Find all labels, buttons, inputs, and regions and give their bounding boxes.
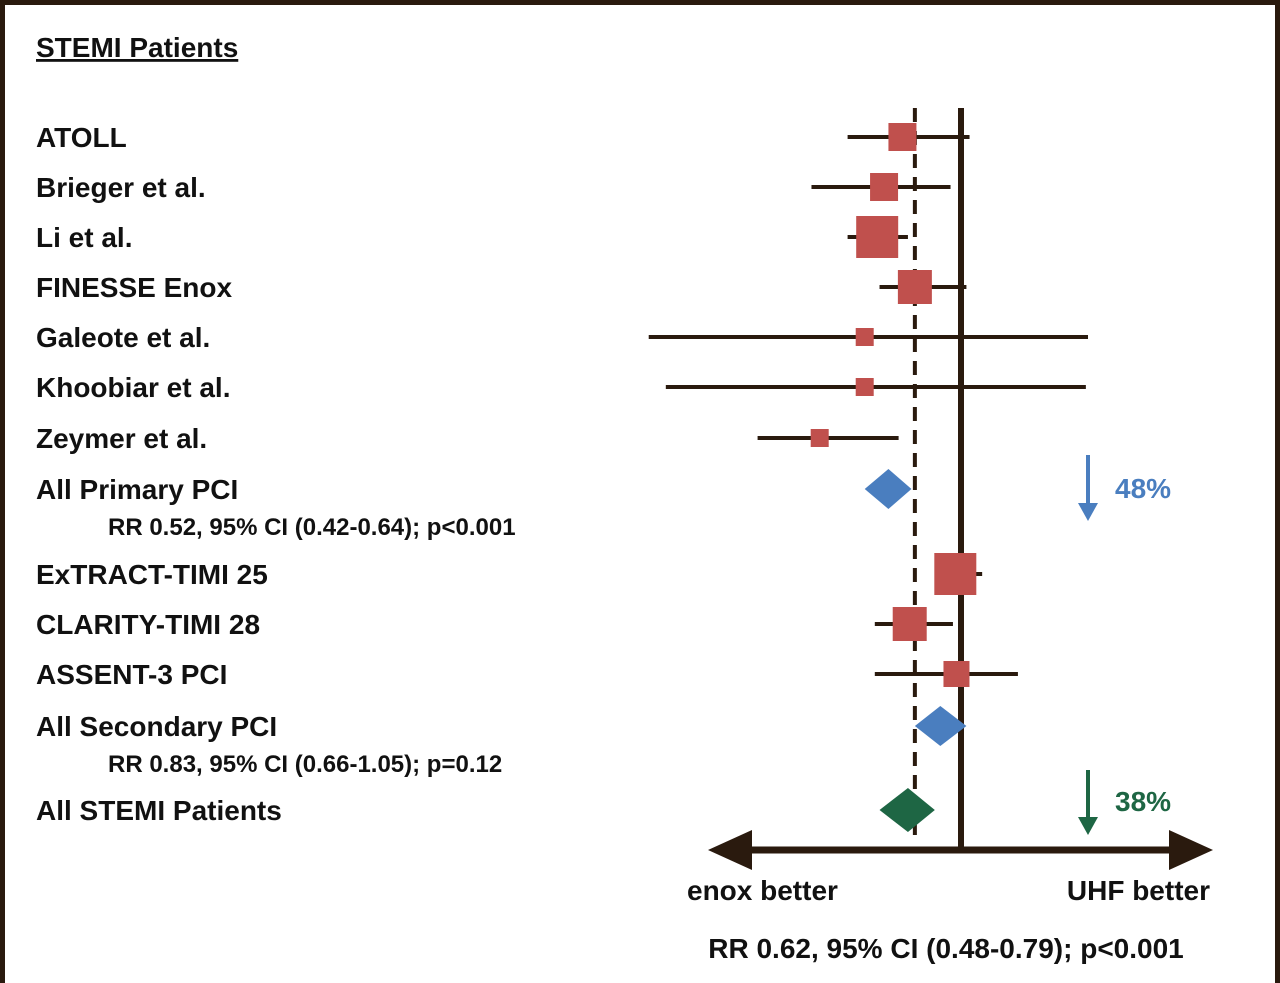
overall-summary-diamond bbox=[879, 788, 935, 832]
row-sublabel: RR 0.83, 95% CI (0.66-1.05); p=0.12 bbox=[108, 751, 502, 778]
secondary-summary-diamond bbox=[914, 706, 967, 746]
row-label: All Primary PCI bbox=[36, 474, 238, 505]
forest-plot-svg: STEMI Patients ATOLL Brieger et al. Li et … bbox=[36, 32, 1213, 964]
summary-text: RR 0.62, 95% CI (0.48-0.79); p<0.001 bbox=[708, 933, 1183, 964]
row-label: ASSENT-3 PCI bbox=[36, 659, 227, 690]
point-estimate-box bbox=[856, 216, 899, 258]
primary-reduction-arrow-icon-head bbox=[1078, 503, 1098, 521]
point-estimate-box bbox=[897, 270, 932, 304]
row-label: All STEMI Patients bbox=[36, 795, 282, 826]
primary-summary-diamond bbox=[864, 469, 912, 509]
row-label: ExTRACT-TIMI 25 bbox=[36, 559, 268, 590]
left-axis-label: enox better bbox=[687, 875, 838, 906]
left-arrowhead-icon bbox=[708, 830, 752, 870]
primary-reduction-label: 48% bbox=[1115, 473, 1171, 504]
row-label: Li et al. bbox=[36, 222, 132, 253]
row-label: Brieger et al. bbox=[36, 172, 206, 203]
point-estimate-box bbox=[934, 553, 977, 595]
point-estimate-box bbox=[888, 123, 917, 151]
point-estimate-box bbox=[810, 429, 829, 447]
point-estimate-box bbox=[870, 173, 899, 201]
point-estimate-box bbox=[943, 661, 970, 687]
point-estimate-box bbox=[855, 328, 874, 346]
row-label: CLARITY-TIMI 28 bbox=[36, 609, 260, 640]
row-label: ATOLL bbox=[36, 122, 127, 153]
overall-reduction-label: 38% bbox=[1115, 786, 1171, 817]
row-label: Zeymer et al. bbox=[36, 423, 207, 454]
overall-reduction-arrow-icon-head bbox=[1078, 817, 1098, 835]
row-label: Galeote et al. bbox=[36, 322, 210, 353]
point-estimate-box bbox=[855, 378, 874, 396]
chart-title: STEMI Patients bbox=[36, 32, 238, 63]
row-label: All Secondary PCI bbox=[36, 711, 277, 742]
row-sublabel: RR 0.52, 95% CI (0.42-0.64); p<0.001 bbox=[108, 514, 516, 541]
right-axis-label: UHF better bbox=[1067, 875, 1210, 906]
right-arrowhead-icon bbox=[1169, 830, 1213, 870]
row-label: FINESSE Enox bbox=[36, 272, 232, 303]
row-label: Khoobiar et al. bbox=[36, 372, 230, 403]
point-estimate-box bbox=[892, 607, 927, 641]
